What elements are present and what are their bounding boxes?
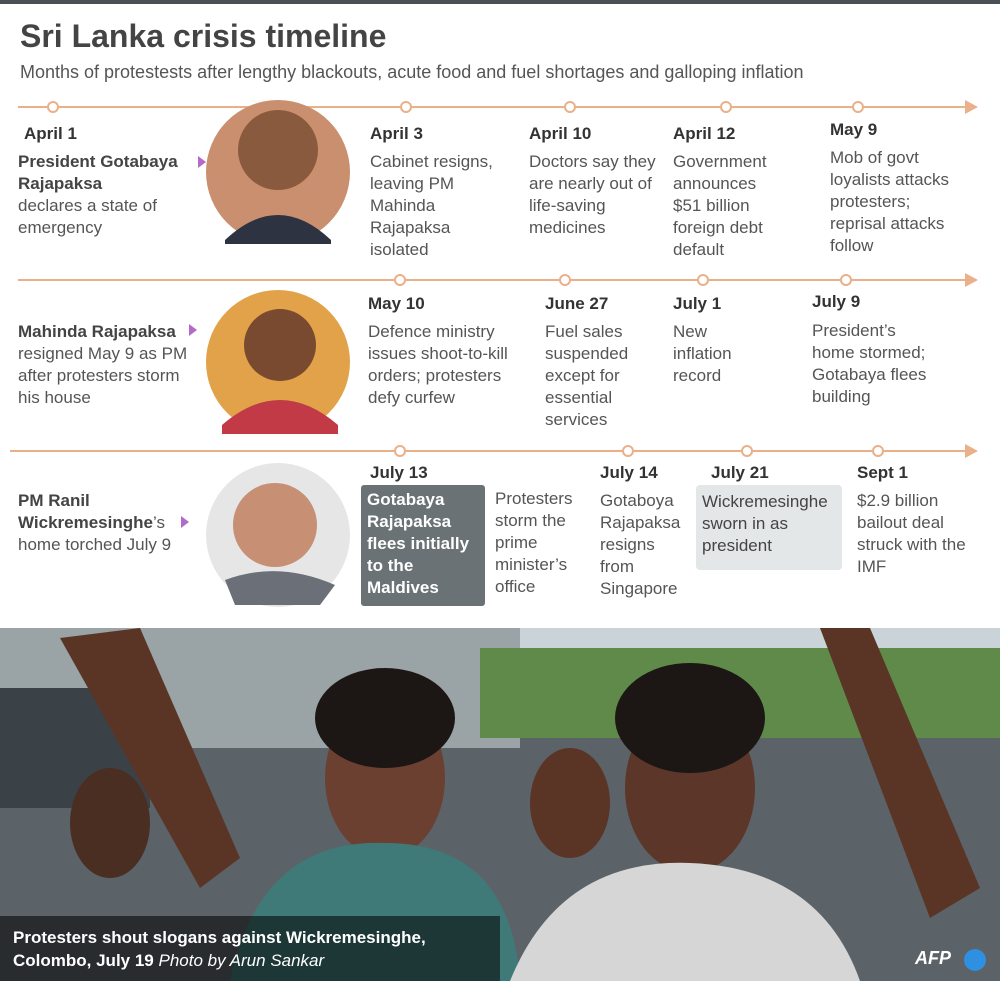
event-text: Gotaboya Rajapaksa resigns from Singapor…	[600, 491, 681, 598]
event-text: Protesters storm the prime minister’s of…	[495, 489, 573, 596]
event-text: Mob of govt loyalists attacks protesters…	[830, 148, 950, 255]
event-text: Cabinet resigns, leaving PM Mahinda Raja…	[370, 152, 493, 259]
person-note: Mahinda Rajapaksa resigned May 9 as PM af…	[18, 321, 193, 409]
event-text: Government announces $51 billion foreign…	[673, 152, 767, 259]
event-text: Fuel sales suspended except for essentia…	[545, 322, 629, 429]
caption: Protesters shout slogans against Wickrem…	[13, 926, 483, 972]
event-text: Defence ministry issues shoot-to-kill or…	[368, 322, 508, 407]
logo: AFP	[915, 948, 951, 968]
person-note: President Gotabaya Rajapaksa declares a s…	[18, 151, 198, 239]
date: July 14	[600, 463, 658, 482]
date: April 3	[370, 124, 423, 143]
event-text: New inflation record	[673, 322, 732, 385]
person-note: PM Ranil Wickremesinghe’s home torched J…	[18, 490, 188, 556]
date: July 21	[711, 463, 769, 482]
date: April 10	[529, 124, 592, 143]
person-text: ’s home torched July 9	[18, 513, 172, 554]
event-text: President’s home stormed; Gotabaya flees…	[812, 321, 927, 406]
person-name: PM Ranil Wickremesinghe	[18, 491, 153, 532]
person-text: declares a state of emergency	[18, 196, 157, 237]
subtitle: Months of protestests after lengthy blac…	[20, 62, 804, 82]
person-text: resigned May 9 as PM after protesters st…	[18, 344, 188, 407]
event-text: $2.9 billion bailout deal struck with th…	[857, 491, 966, 576]
photo-credit: Photo by Arun Sankar	[158, 951, 325, 970]
caption-text: Protesters shout slogans against Wickrem…	[13, 928, 426, 970]
date: July 9	[812, 292, 861, 311]
date: July 1	[673, 294, 722, 313]
event-text: Doctors say they are nearly out of life-…	[529, 152, 656, 237]
person-name: Mahinda Rajapaksa	[18, 322, 176, 341]
timeline-graphics	[10, 100, 978, 607]
top-bar	[0, 0, 1000, 4]
title: Sri Lanka crisis timeline	[20, 18, 387, 54]
date: July 13	[370, 463, 428, 482]
date: April 12	[673, 124, 736, 143]
date: Sept 1	[857, 463, 909, 482]
event-highlight: Wickremesinghe sworn in as president	[696, 485, 842, 570]
date: May 9	[830, 120, 878, 139]
date: June 27	[545, 294, 609, 313]
photo	[0, 628, 1000, 981]
date: April 1	[24, 124, 77, 143]
date: May 10	[368, 294, 425, 313]
person-name: President Gotabaya Rajapaksa	[18, 152, 178, 193]
logo-mark	[964, 949, 986, 971]
event-highlight: Gotabaya Rajapaksa flees initially to th…	[361, 485, 485, 606]
